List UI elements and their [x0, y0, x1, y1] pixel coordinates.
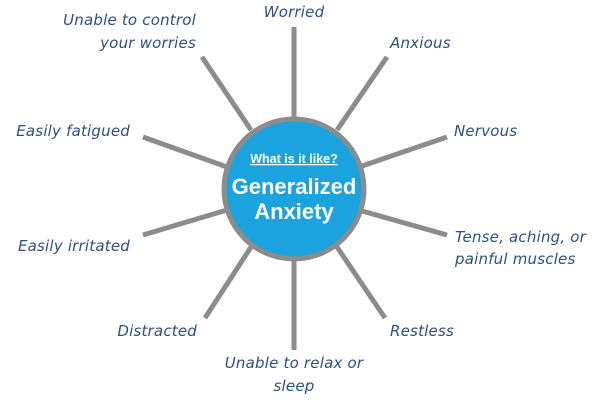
center-title-line1: Generalized — [232, 174, 357, 199]
label-distracted: Distracted — [117, 322, 197, 340]
spoke-nervous — [361, 134, 448, 169]
spokes — [142, 27, 448, 350]
label-unable-to-control-line1: Unable to control — [63, 11, 197, 29]
spoke-tense-muscles — [361, 208, 448, 238]
label-unable-to-relax-line1: Unable to relax or — [225, 354, 364, 372]
center-circle — [221, 116, 367, 262]
center-node: What is it like? Generalized Anxiety — [221, 116, 367, 262]
symptom-labels: Worried Anxious Nervous Tense, aching, o… — [16, 3, 586, 395]
spoke-easily-fatigued — [142, 134, 228, 170]
label-unable-to-control-line2: your worries — [99, 34, 196, 52]
spoke-restless — [334, 245, 388, 320]
label-easily-fatigued: Easily fatigued — [16, 122, 130, 140]
label-easily-irritated: Easily irritated — [18, 237, 130, 255]
center-subtitle: What is it like? — [250, 152, 338, 166]
label-worried: Worried — [264, 3, 325, 21]
center-title-line2: Anxiety — [254, 199, 334, 224]
label-tense-muscles-line2: painful muscles — [454, 250, 576, 268]
spoke-easily-irritated — [142, 207, 228, 238]
label-unable-to-relax-line2: sleep — [274, 377, 315, 395]
spoke-anxious — [334, 55, 390, 132]
spoke-distracted — [202, 245, 254, 320]
spoke-unable-to-control — [199, 55, 254, 132]
label-restless: Restless — [390, 322, 454, 340]
label-nervous: Nervous — [454, 122, 517, 140]
label-tense-muscles-line1: Tense, aching, or — [455, 228, 587, 246]
label-anxious: Anxious — [389, 34, 451, 52]
